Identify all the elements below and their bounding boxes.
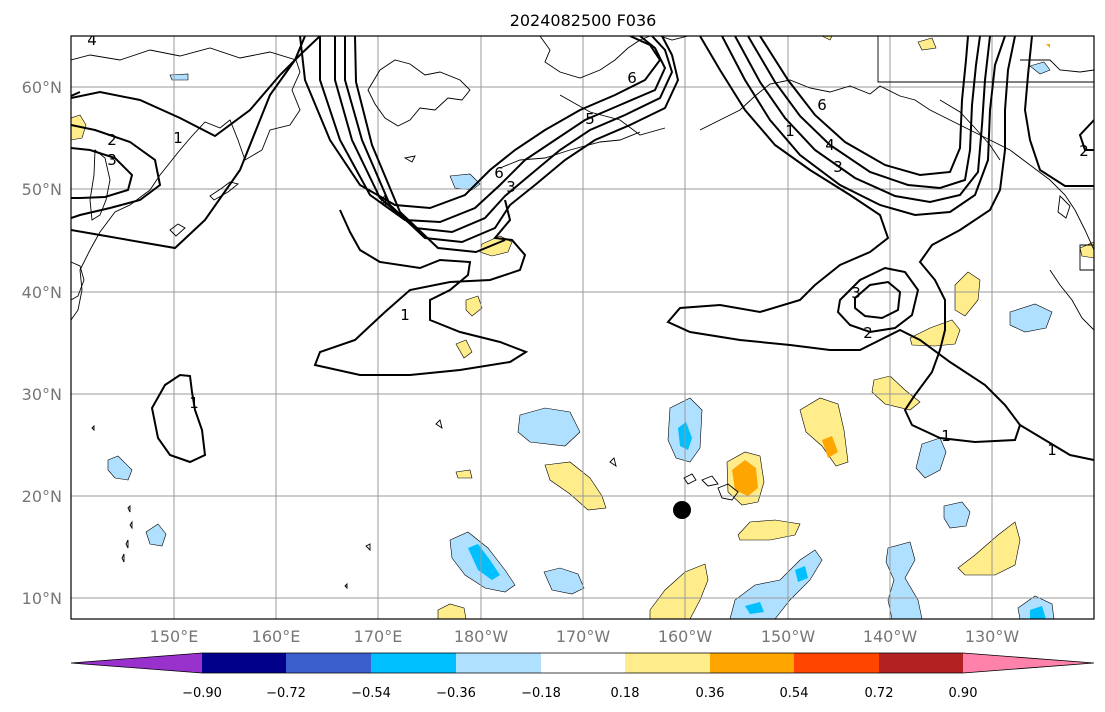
map-title: 2024082500 F036 <box>510 11 657 30</box>
contour-label-group: 1 2 3 4 6 5 3 6 4 1 1 1 6 4 3 3 2 1 1 2 <box>87 31 1089 459</box>
lat-label: 10°N <box>22 589 62 608</box>
colorbar-segment <box>286 653 371 673</box>
lat-label: 40°N <box>22 283 62 302</box>
colorbar-tick-label: −0.36 <box>436 686 476 701</box>
colorbar-tick-label: 0.36 <box>696 686 725 701</box>
colorbar-tick-label: −0.72 <box>266 686 306 701</box>
colorbar-segment <box>625 653 710 673</box>
lon-label: 170°W <box>556 627 611 646</box>
contour-label: 1 <box>189 394 199 412</box>
contour-label: 1 <box>785 122 795 140</box>
contour-label: 2 <box>863 324 873 342</box>
positive-core-shading <box>732 44 1050 496</box>
map-frame <box>70 35 1095 620</box>
graticule <box>71 36 1094 619</box>
colorbar-tick-label: 0.18 <box>611 686 640 701</box>
contour-label: 3 <box>833 158 843 176</box>
storm-center-marker <box>673 501 691 519</box>
colorbar-extend-low <box>71 653 202 673</box>
lon-label: 160°W <box>658 627 713 646</box>
contour-label: 3 <box>506 178 516 196</box>
lat-label: 20°N <box>22 487 62 506</box>
colorbar-tick-label: −0.18 <box>521 686 561 701</box>
lon-label: 150°W <box>761 627 816 646</box>
colorbar-segment <box>794 653 879 673</box>
contour-label: 2 <box>107 131 117 149</box>
lat-label: 30°N <box>22 385 62 404</box>
map-content: 1 2 3 4 6 5 3 6 4 1 1 1 6 4 3 3 2 1 1 2 <box>71 31 1094 619</box>
colorbar-tick-label: 0.90 <box>949 686 978 701</box>
colorbar-tick-label: 0.54 <box>780 686 809 701</box>
lon-label: 170°E <box>354 627 403 646</box>
longitude-labels: 150°E 160°E 170°E 180°W 170°W 160°W 150°… <box>150 627 1020 646</box>
colorbar-tick-labels: −0.90 −0.72 −0.54 −0.36 −0.18 0.18 0.36 … <box>182 686 977 701</box>
colorbar-extend-high <box>963 653 1094 673</box>
colorbar <box>70 652 1095 674</box>
lon-label: 150°E <box>150 627 199 646</box>
contour-label: 3 <box>851 284 861 302</box>
colorbar-outline <box>70 652 1095 674</box>
contour-label: 4 <box>379 192 389 210</box>
latitude-labels: 60°N 50°N 40°N 30°N 20°N 10°N <box>22 78 62 608</box>
colorbar-segment <box>541 653 625 673</box>
contour-label: 4 <box>87 31 97 49</box>
lat-label: 60°N <box>22 78 62 97</box>
lon-label: 140°W <box>863 627 918 646</box>
contour-label: 6 <box>817 96 827 114</box>
coastlines <box>71 36 1094 590</box>
colorbar-tick-label: −0.54 <box>351 686 391 701</box>
colorbar-segment <box>456 653 541 673</box>
colorbar-segment <box>879 653 963 673</box>
contour-label: 3 <box>107 151 117 169</box>
lon-label: 130°W <box>965 627 1020 646</box>
colorbar-segment <box>371 653 456 673</box>
contour-label: 5 <box>585 110 595 128</box>
contour-label: 6 <box>627 69 637 87</box>
contour-lines <box>71 36 1094 464</box>
contour-label: 2 <box>1079 142 1089 160</box>
contour-label: 4 <box>825 136 835 154</box>
colorbar-tick-label: −0.90 <box>182 686 222 701</box>
contour-label: 1 <box>173 129 183 147</box>
lon-label: 160°E <box>252 627 301 646</box>
colorbar-tick-label: 0.72 <box>865 686 894 701</box>
lat-label: 50°N <box>22 180 62 199</box>
contour-label: 6 <box>494 164 504 182</box>
colorbar-segment <box>202 653 286 673</box>
contour-label: 1 <box>400 306 410 324</box>
contour-label: 1 <box>941 427 951 445</box>
colorbar-segment <box>710 653 794 673</box>
lon-label: 180°W <box>454 627 509 646</box>
positive-shading <box>71 36 1094 619</box>
contour-label: 1 <box>1047 441 1057 459</box>
